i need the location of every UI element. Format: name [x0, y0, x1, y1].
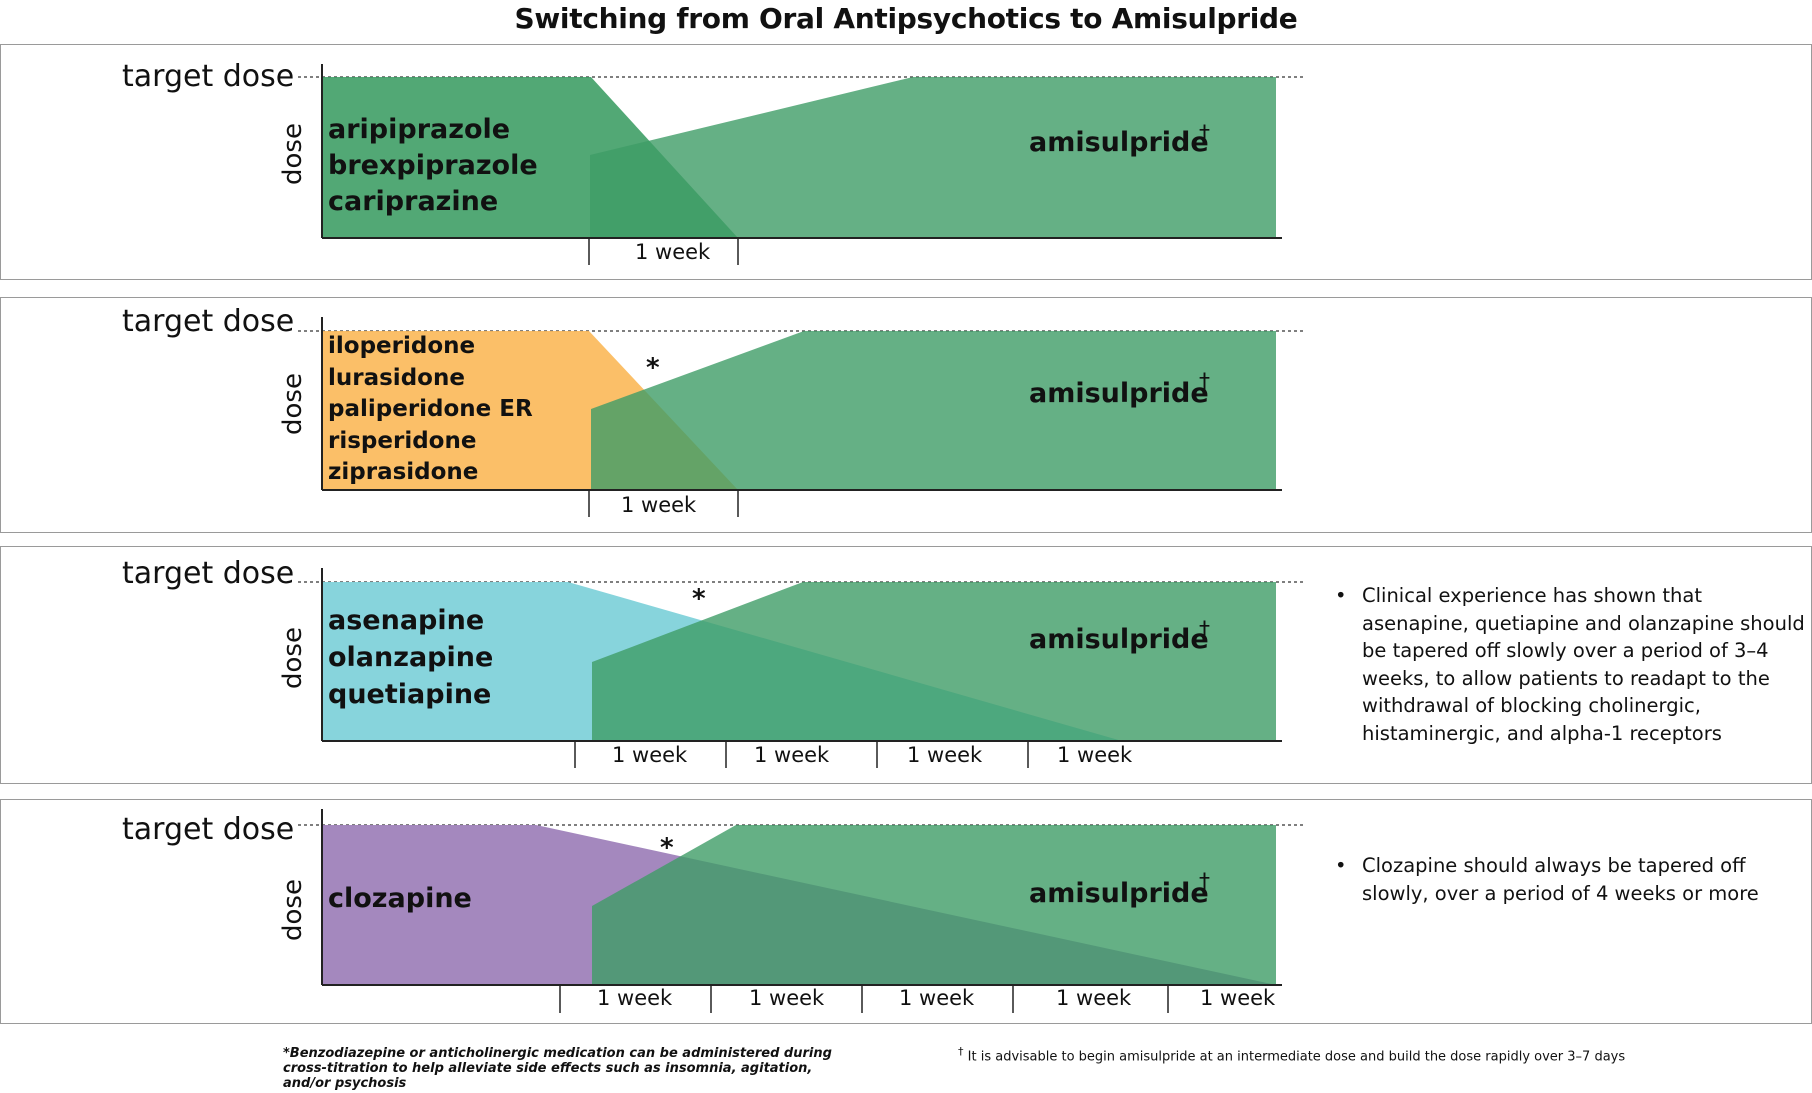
drug-name: brexpiprazole: [328, 150, 538, 181]
drug-name: asenapine: [328, 605, 485, 636]
dagger-mark: †: [1199, 370, 1210, 395]
target-dose-label: target dose: [122, 812, 295, 847]
week-label: 1 week: [612, 743, 688, 767]
week-label: 1 week: [749, 986, 825, 1010]
drug-name: clozapine: [328, 883, 472, 914]
page-title: Switching from Oral Antipsychotics to Am…: [514, 2, 1298, 35]
drug-name: iloperidone: [328, 333, 476, 359]
amisulpride-area: [591, 331, 1276, 490]
asterisk-mark: *: [646, 353, 660, 383]
week-label: 1 week: [1057, 743, 1133, 767]
week-label: 1 week: [597, 986, 673, 1010]
note-text: Clinical experience has shown that asena…: [1362, 584, 1805, 745]
week-label: 1 week: [907, 743, 983, 767]
target-dose-label: target dose: [122, 304, 295, 339]
dose-axis-label: dose: [277, 879, 308, 941]
drug-name: olanzapine: [328, 642, 494, 673]
drug-name: ziprasidone: [328, 459, 479, 485]
old-drug-list: iloperidone lurasidone paliperidone ER r…: [328, 331, 533, 489]
drug-name: aripiprazole: [328, 114, 511, 145]
panel-iloperidone: target dose dose iloperidone lurasidone …: [0, 297, 1812, 533]
drug-name: cariprazine: [328, 186, 499, 217]
dagger-mark: †: [1199, 870, 1210, 895]
old-drug-list: clozapine: [328, 881, 472, 917]
target-dose-label: target dose: [122, 556, 295, 591]
switch-diagram: [298, 64, 1303, 265]
drug-name: quetiapine: [328, 679, 492, 710]
dose-axis-label: dose: [277, 373, 308, 435]
week-label: 1 week: [1200, 986, 1276, 1010]
dagger-mark: †: [1199, 122, 1210, 147]
dagger-mark: †: [1199, 618, 1210, 643]
clinical-note: • Clozapine should always be tapered off…: [1335, 852, 1805, 907]
amisulpride-label: amisulpride: [1029, 878, 1209, 909]
switch-diagram: [298, 809, 1303, 1013]
target-dose-label: target dose: [122, 59, 295, 94]
week-label: 1 week: [899, 986, 975, 1010]
asterisk-footnote: *Benzodiazepine or anticholinergic medic…: [283, 1046, 832, 1091]
asterisk-mark: *: [660, 833, 674, 863]
dose-axis-label: dose: [277, 123, 308, 185]
amisulpride-area: [590, 77, 1276, 238]
drug-name: risperidone: [328, 427, 477, 454]
week-label: 1 week: [635, 240, 711, 264]
old-drug-list: aripiprazole brexpiprazole cariprazine: [328, 112, 538, 220]
panel-asenapine: target dose dose asenapine olanzapine qu…: [0, 546, 1812, 784]
clinical-note: • Clinical experience has shown that ase…: [1335, 582, 1805, 747]
note-text: Clozapine should always be tapered off s…: [1362, 854, 1759, 905]
amisulpride-label: amisulpride: [1029, 378, 1209, 409]
drug-name: paliperidone ER: [328, 396, 533, 422]
switch-diagram: [298, 317, 1303, 517]
panel-clozapine: target dose dose clozapine * amisulpride…: [0, 799, 1812, 1024]
bullet-icon: •: [1335, 584, 1347, 607]
amisulpride-area: [592, 582, 1276, 741]
amisulpride-label: amisulpride: [1029, 624, 1209, 655]
dagger-mark: †: [958, 1045, 964, 1058]
bullet-icon: •: [1335, 854, 1347, 877]
dagger-footnote: † It is advisable to begin amisulpride a…: [958, 1044, 1625, 1064]
amisulpride-label: amisulpride: [1029, 127, 1209, 158]
asterisk-mark: *: [692, 584, 706, 614]
switch-diagram: [298, 568, 1303, 768]
week-label: 1 week: [754, 743, 830, 767]
panel-aripiprazole: target dose dose aripiprazole brexpipraz…: [0, 44, 1812, 280]
amisulpride-area: [592, 825, 1276, 985]
week-label: 1 week: [1056, 986, 1132, 1010]
drug-name: lurasidone: [328, 364, 465, 391]
week-label: 1 week: [621, 493, 697, 517]
old-drug-list: asenapine olanzapine quetiapine: [328, 602, 493, 713]
dose-axis-label: dose: [277, 627, 308, 689]
dagger-footnote-text: It is advisable to begin amisulpride at …: [967, 1049, 1626, 1065]
